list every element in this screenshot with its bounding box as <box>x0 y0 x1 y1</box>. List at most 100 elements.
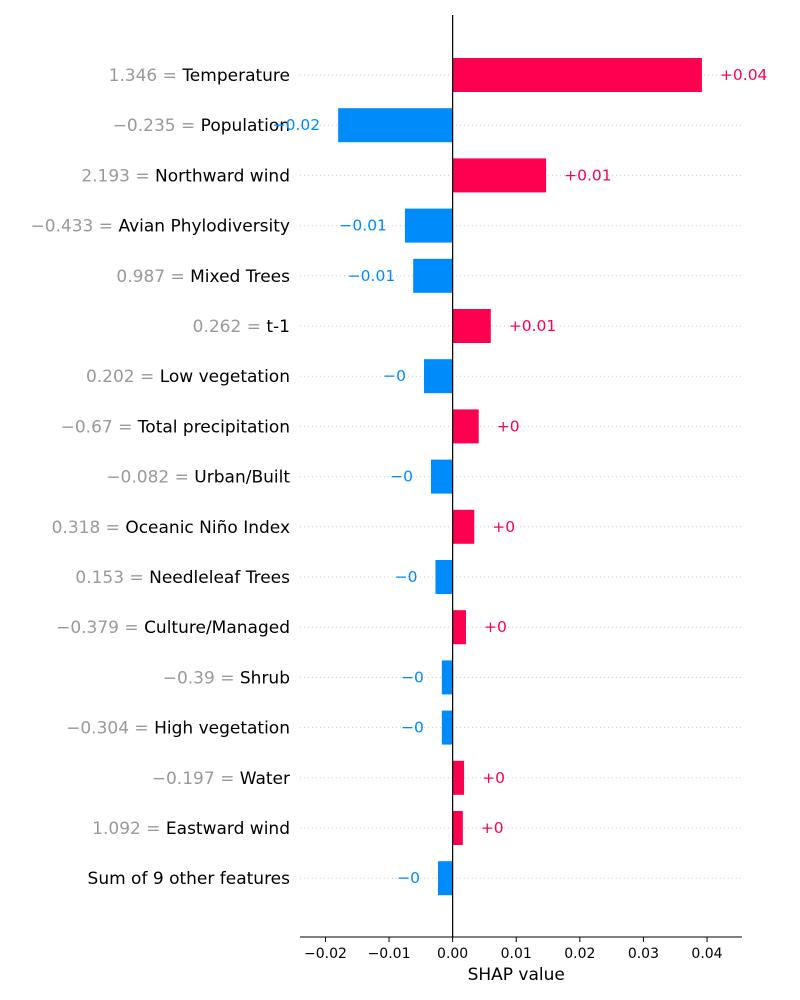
feature-value: 0.318 <box>52 518 101 538</box>
equals-sign: = <box>119 618 144 638</box>
bar-value-label: −0 <box>383 367 406 385</box>
x-axis: −0.02 −0.01 0.00 0.01 0.02 0.03 0.04 <box>300 15 742 962</box>
bar-value-label: +0.01 <box>509 317 557 335</box>
feature-name: Northward wind <box>155 166 290 186</box>
equals-sign: = <box>124 568 149 588</box>
feature-name: Low vegetation <box>160 367 290 387</box>
feature-value: −0.433 <box>30 217 93 237</box>
bar-15 <box>452 811 463 845</box>
feature-value: −0.304 <box>66 719 129 739</box>
bar-value-label: +0 <box>481 819 504 837</box>
bar-11 <box>452 610 466 645</box>
x-tick-label: 0.03 <box>628 946 659 962</box>
bar-14 <box>452 760 465 795</box>
bar-value-label: −0 <box>401 668 424 686</box>
feature-label: −0.67 = Total precipitation <box>61 417 290 437</box>
bar-8 <box>431 459 453 494</box>
bar-value-label: −0 <box>401 719 424 737</box>
feature-value: 0.202 <box>86 367 135 387</box>
bar-value-label: +0.01 <box>564 166 612 184</box>
bar-5 <box>452 309 491 343</box>
feature-label: 0.987 = Mixed Trees <box>116 267 290 287</box>
feature-label: 0.153 = Needleleaf Trees <box>75 568 290 588</box>
x-axis-title: SHAP value <box>468 965 565 985</box>
feature-name: Total precipitation <box>137 417 290 437</box>
bar-value-label: −0.01 <box>339 217 387 235</box>
feature-name: Culture/Managed <box>144 618 290 638</box>
x-tick-label: 0.00 <box>437 946 468 962</box>
equals-sign: = <box>176 116 201 136</box>
feature-label: 1.346 = Temperature <box>109 66 290 86</box>
feature-label: 1.092 = Eastward wind <box>92 819 290 839</box>
bar-13 <box>441 710 453 745</box>
feature-value: 1.092 <box>92 819 141 839</box>
bar-9 <box>452 509 475 544</box>
bar-12 <box>441 660 453 695</box>
equals-sign: = <box>165 267 190 287</box>
bar-7 <box>452 409 479 444</box>
bar-2 <box>452 158 547 193</box>
bar-value-label: +0 <box>484 618 507 636</box>
feature-name: Water <box>240 769 290 789</box>
feature-name: Mixed Trees <box>190 267 290 287</box>
feature-label: −0.39 = Shrub <box>163 668 290 688</box>
bar-16 <box>438 861 453 896</box>
bar-value-label: +0 <box>497 417 520 435</box>
feature-value: −0.39 <box>163 668 215 688</box>
feature-value: 2.193 <box>81 166 130 186</box>
bar-value-label: +0 <box>492 518 515 536</box>
bar-value-label: −0 <box>397 869 420 887</box>
feature-name: Shrub <box>240 668 290 688</box>
feature-name: Needleleaf Trees <box>149 568 290 588</box>
feature-label: Sum of 9 other features <box>88 869 291 889</box>
feature-label: 0.202 = Low vegetation <box>86 367 290 387</box>
gridlines <box>300 74 742 879</box>
x-tick-label: 0.04 <box>691 946 722 962</box>
bar-value-labels: +0.04 −0.02 +0.01 −0.01 −0.01 +0.01 −0 +0 −0 +0 −0… <box>273 66 768 887</box>
feature-label: 2.193 = Northward wind <box>81 166 290 186</box>
feature-value: 0.987 <box>116 267 165 287</box>
equals-sign: = <box>141 819 166 839</box>
feature-labels: 1.346 = Temperature −0.235 = Population 2.… <box>30 66 290 889</box>
feature-name: High vegetation <box>154 719 290 739</box>
feature-name: Sum of 9 other features <box>88 869 291 889</box>
feature-name: t-1 <box>266 317 290 337</box>
bar-10 <box>435 560 453 594</box>
equals-sign: = <box>215 668 240 688</box>
bar-value-label: −0 <box>390 468 413 486</box>
equals-sign: = <box>130 166 155 186</box>
feature-label: −0.197 = Water <box>152 769 290 789</box>
feature-label: 0.262 = t-1 <box>193 317 290 337</box>
equals-sign: = <box>135 367 160 387</box>
feature-value: 1.346 <box>109 66 158 86</box>
equals-sign: = <box>157 66 182 86</box>
feature-value: 0.153 <box>75 568 124 588</box>
feature-value: 0.262 <box>193 317 242 337</box>
feature-name: Oceanic Niño Index <box>125 518 290 538</box>
equals-sign: = <box>129 719 154 739</box>
feature-value: −0.379 <box>56 618 119 638</box>
bar-3 <box>404 208 453 243</box>
equals-sign: = <box>241 317 266 337</box>
equals-sign: = <box>215 769 240 789</box>
feature-label: −0.379 = Culture/Managed <box>56 618 290 638</box>
bar-value-label: +0 <box>482 769 505 787</box>
feature-value: −0.67 <box>61 417 113 437</box>
feature-label: −0.082 = Urban/Built <box>106 468 290 488</box>
feature-name: Population <box>201 116 290 136</box>
bar-value-label: −0 <box>395 568 418 586</box>
equals-sign: = <box>113 417 138 437</box>
feature-name: Urban/Built <box>194 468 290 488</box>
equals-sign: = <box>169 468 194 488</box>
feature-label: −0.304 = High vegetation <box>66 719 290 739</box>
bars <box>338 58 702 896</box>
feature-label: −0.433 = Avian Phylodiversity <box>30 217 290 237</box>
bar-1 <box>338 108 453 143</box>
feature-value: −0.082 <box>106 468 169 488</box>
bar-4 <box>413 258 453 293</box>
feature-label: 0.318 = Oceanic Niño Index <box>52 518 290 538</box>
bar-value-label: +0.04 <box>720 66 768 84</box>
feature-label: −0.235 = Population <box>113 116 290 136</box>
bar-value-label: −0.02 <box>273 116 321 134</box>
